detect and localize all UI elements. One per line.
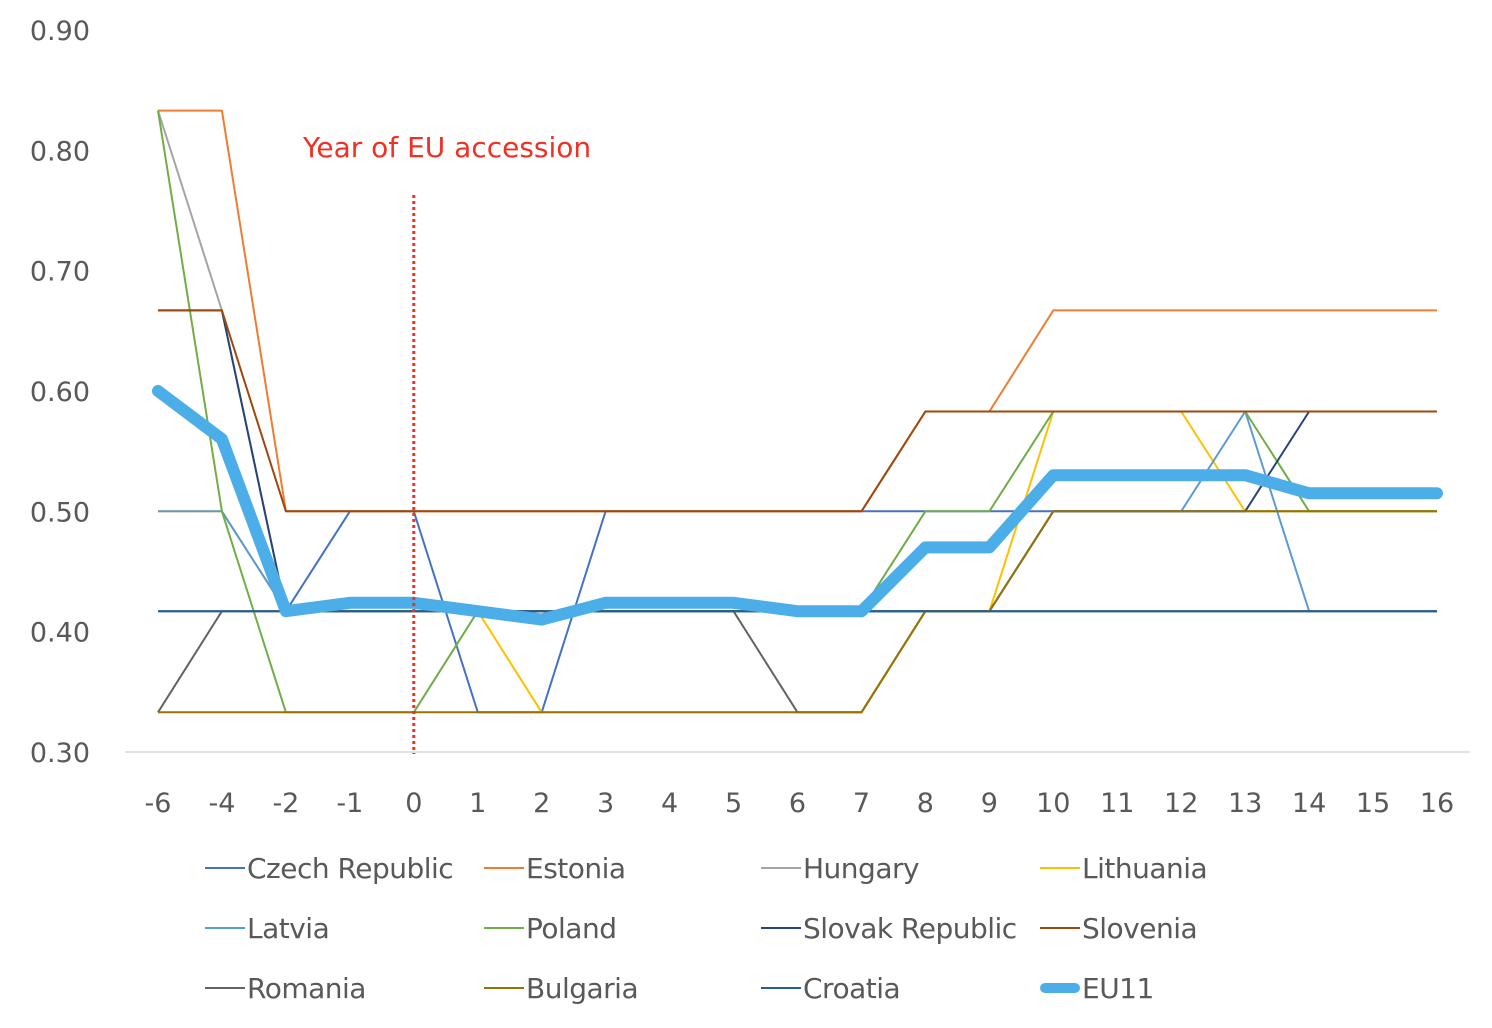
legend-label: Bulgaria: [526, 971, 639, 1005]
x-tick-label: 13: [1228, 788, 1262, 819]
x-tick-label: 5: [725, 788, 742, 819]
series-hungary: [157, 110, 1437, 613]
x-axis-tick-labels: -6 -4 -2 -1 0 1 2 3 4 5 6 7 8 9 10 11 12 13 14 15 16: [145, 788, 1455, 819]
legend-item[interactable]: Slovak Republic: [761, 908, 1017, 948]
legend-label: Latvia: [247, 911, 330, 945]
y-tick-label: 0.70: [30, 257, 90, 288]
series-line: [152, 385, 1443, 626]
series-line: [158, 309, 1437, 613]
legend-label: Slovenia: [1082, 911, 1198, 945]
legend-item[interactable]: EU11: [1040, 968, 1154, 1008]
legend-swatch: [205, 987, 245, 989]
series-line: [157, 610, 1437, 714]
y-tick-label: 0.30: [30, 738, 90, 769]
legend-swatch: [761, 987, 801, 989]
x-tick-label: 0: [405, 788, 422, 819]
x-tick-label: -6: [145, 788, 172, 819]
series-line: [158, 410, 1437, 714]
x-tick-label: -1: [336, 788, 363, 819]
y-tick-label: 0.90: [30, 16, 90, 47]
legend-swatch: [484, 987, 524, 989]
y-tick-label: 0.40: [30, 618, 90, 649]
legend-item[interactable]: Latvia: [205, 908, 330, 948]
legend-label: Estonia: [526, 851, 626, 885]
y-axis-tick-labels: 0.90 0.80 0.70 0.60 0.50 0.40 0.30: [30, 16, 90, 769]
series-slovenia: [158, 309, 1437, 513]
x-tick-label: 2: [533, 788, 550, 819]
legend-label: Poland: [526, 911, 617, 945]
legend-swatch: [484, 867, 524, 869]
series-line: [157, 110, 1437, 613]
x-tick-label: 6: [789, 788, 806, 819]
x-tick-label: 15: [1356, 788, 1390, 819]
legend-item[interactable]: Czech Republic: [205, 848, 454, 888]
legend-swatch: [1040, 867, 1080, 869]
x-tick-label: 14: [1292, 788, 1326, 819]
legend-label: Hungary: [803, 851, 920, 885]
series-line: [158, 109, 1437, 513]
legend-item[interactable]: Bulgaria: [484, 968, 639, 1008]
legend-swatch: [484, 927, 524, 929]
legend-item[interactable]: Romania: [205, 968, 366, 1008]
x-tick-label: 1: [469, 788, 486, 819]
series-slovak-republic: [158, 309, 1437, 613]
y-tick-label: 0.80: [30, 136, 90, 167]
accession-annotation: Year of EU accession: [302, 131, 591, 164]
legend-swatch: [205, 867, 245, 869]
legend-item[interactable]: Slovenia: [1040, 908, 1198, 948]
x-tick-label: -4: [208, 788, 235, 819]
series-estonia: [158, 109, 1437, 513]
series-lithuania: [158, 410, 1437, 714]
series-romania: [157, 610, 1437, 714]
legend-item[interactable]: Estonia: [484, 848, 626, 888]
x-tick-label: 10: [1036, 788, 1070, 819]
legend-swatch: [1040, 983, 1080, 993]
x-tick-label: 8: [917, 788, 934, 819]
legend-item[interactable]: Hungary: [761, 848, 920, 888]
legend-label: Croatia: [803, 971, 901, 1005]
x-tick-label: 7: [853, 788, 870, 819]
series-line: [158, 309, 1437, 513]
legend-label: Slovak Republic: [803, 911, 1017, 945]
legend-item[interactable]: Lithuania: [1040, 848, 1208, 888]
y-tick-label: 0.50: [30, 497, 90, 528]
series-eu11: [152, 385, 1443, 626]
legend-label: Czech Republic: [247, 851, 454, 885]
legend-swatch: [761, 927, 801, 929]
legend-label: Romania: [247, 971, 366, 1005]
x-tick-label: 4: [661, 788, 678, 819]
x-tick-label: 9: [981, 788, 998, 819]
x-tick-label: 16: [1420, 788, 1454, 819]
series-line: [158, 510, 1437, 714]
legend-swatch: [1040, 927, 1080, 929]
x-tick-label: 3: [597, 788, 614, 819]
legend-swatch: [761, 867, 801, 869]
x-tick-label: -2: [272, 788, 299, 819]
legend-item[interactable]: Poland: [484, 908, 617, 948]
series-lines: [152, 109, 1443, 714]
legend-swatch: [205, 927, 245, 929]
x-tick-label: 11: [1100, 788, 1134, 819]
legend-item[interactable]: Croatia: [761, 968, 901, 1008]
legend-label: Lithuania: [1082, 851, 1208, 885]
x-tick-label: 12: [1164, 788, 1198, 819]
y-tick-label: 0.60: [30, 377, 90, 408]
series-bulgaria: [158, 510, 1437, 714]
legend-label: EU11: [1082, 971, 1154, 1005]
